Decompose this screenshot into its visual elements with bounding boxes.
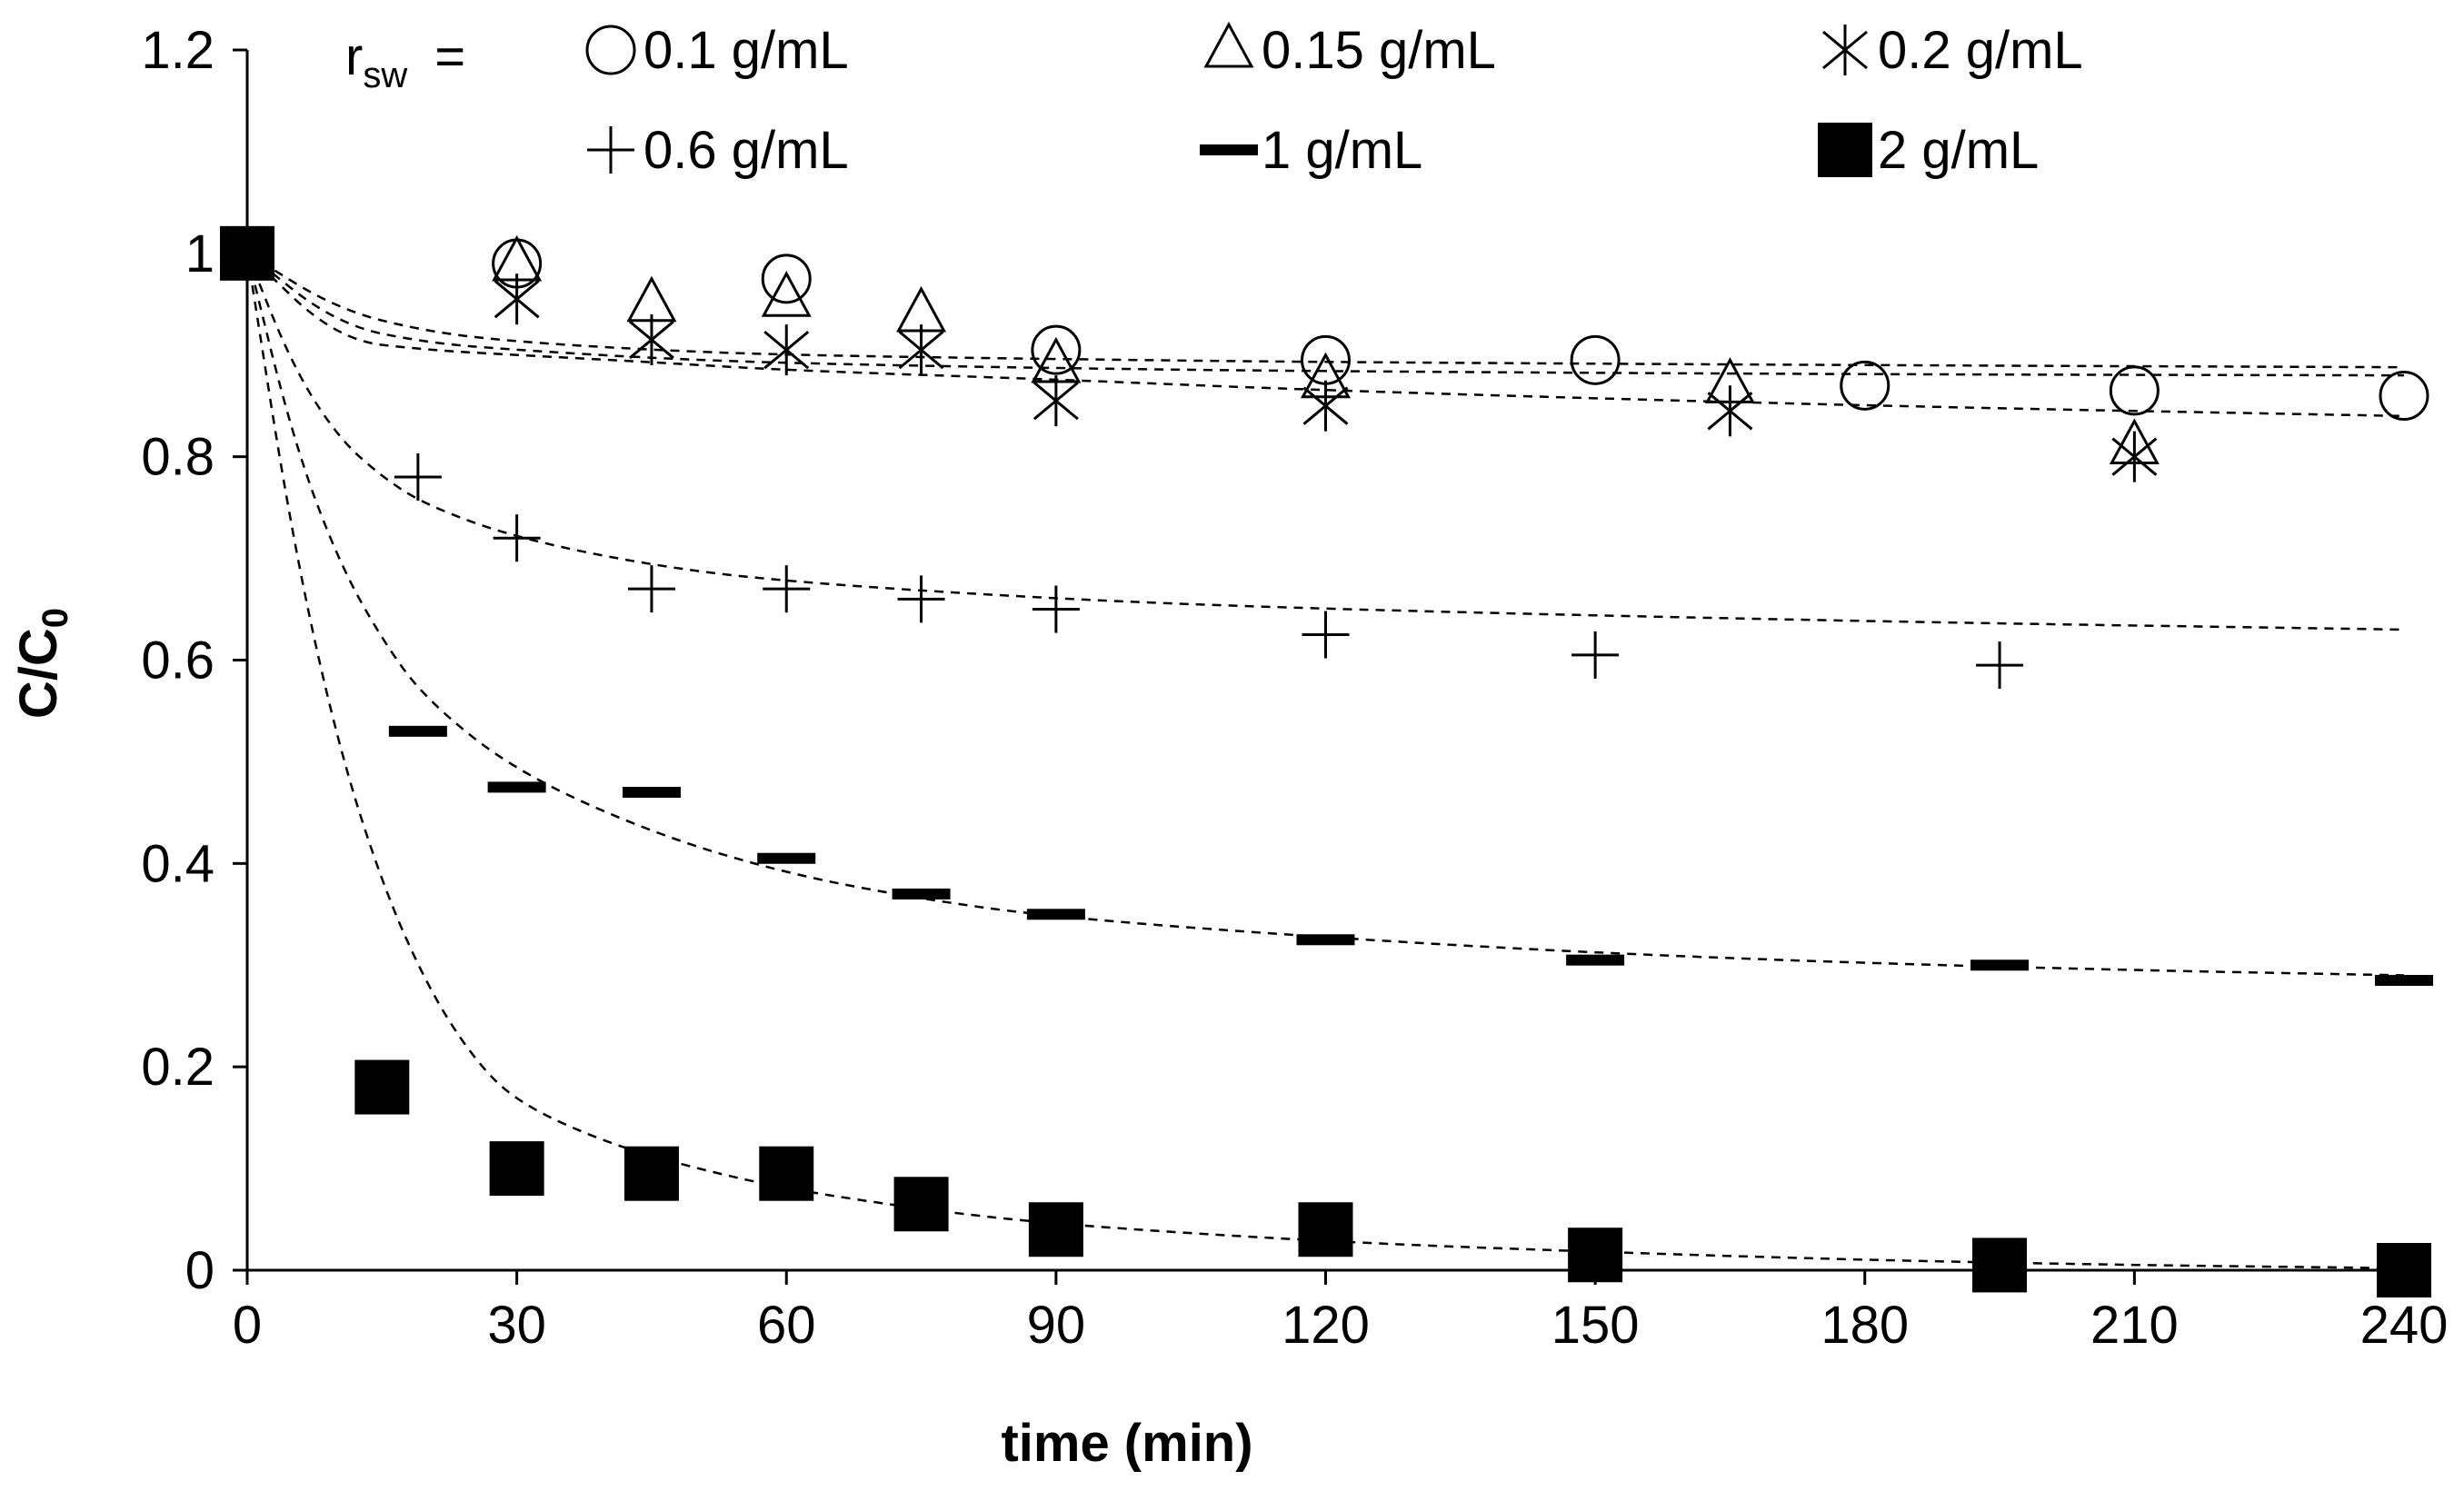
axis-ticks: 0 30 60 90 120 150 180 210 240 0 0.2 0.4 0.6 0.8 1 1.2 (141, 21, 2448, 1355)
point-plus (627, 565, 675, 613)
point-circle (1570, 334, 1621, 385)
legend-label: 0.15 g/mL (1262, 21, 1496, 80)
point-asterisk (1707, 385, 1753, 437)
y-axis-title-sub: 0 (35, 608, 75, 628)
point-dash (487, 781, 546, 793)
point-square (623, 1146, 679, 1201)
y-tick-label: 0.6 (141, 631, 214, 691)
y-axis-title: C/C0 (9, 608, 75, 719)
point-circle (1031, 324, 1082, 375)
y-tick-label: 1.2 (141, 21, 214, 80)
legend-title: rsw = (345, 27, 465, 95)
legend-label: 2 g/mL (1878, 121, 2039, 180)
legend-marker-square (1818, 123, 1872, 177)
x-tick-label: 150 (1551, 1296, 1640, 1355)
y-tick-label: 0.2 (141, 1038, 214, 1097)
legend-label: 0.1 g/mL (643, 21, 849, 80)
point-plus (1976, 641, 2024, 690)
fit-curve-5 (245, 253, 2405, 977)
y-tick-label: 0 (185, 1241, 214, 1300)
x-tick-label: 240 (2360, 1296, 2449, 1355)
point-plus (493, 514, 541, 562)
point-asterisk (898, 324, 944, 376)
point-square (893, 1177, 949, 1232)
point-square (1298, 1202, 1353, 1257)
legend: rsw = 0.1 g/mL 0.15 g/mL 0.2 g/mL 0.6 g/mL 1 … (345, 21, 2083, 180)
x-tick-label: 30 (487, 1296, 546, 1355)
point-dash (2375, 975, 2433, 987)
point-asterisk (628, 313, 674, 365)
legend-marker-circle (585, 25, 636, 75)
y-tick-label: 0.4 (141, 834, 214, 893)
x-tick-label: 90 (1027, 1296, 1086, 1355)
point-square (759, 1146, 814, 1201)
x-tick-label: 0 (233, 1296, 262, 1355)
point-dash (1970, 959, 2030, 971)
x-axis-title: time (min) (1001, 1414, 1252, 1473)
point-circle (1840, 360, 1890, 411)
y-axis-title-main: C/C (9, 628, 68, 719)
point-asterisk (763, 324, 810, 376)
point-triangle (626, 275, 677, 323)
point-dash (1296, 934, 1355, 946)
point-square (1972, 1238, 2028, 1293)
point-asterisk (2111, 431, 2158, 482)
x-tick-label: 120 (1282, 1296, 1370, 1355)
point-triangle (1031, 336, 1082, 383)
point-circle (2109, 365, 2160, 416)
point-plus (1571, 631, 1620, 679)
point-triangle (761, 271, 812, 317)
point-square (1568, 1228, 1623, 1283)
fit-curves (245, 252, 2405, 1270)
point-dash (892, 888, 951, 900)
y-tick-label: 1 (185, 224, 214, 283)
point-triangle (896, 285, 947, 333)
x-tick-label: 180 (1821, 1296, 1909, 1355)
point-plus (897, 575, 945, 623)
point-square (1028, 1202, 1083, 1257)
y-tick-label: 0.8 (141, 428, 214, 487)
legend-title-eq: = (434, 27, 465, 86)
point-square (489, 1141, 544, 1197)
legend-title-sub: sw (363, 55, 407, 95)
point-asterisk (1302, 380, 1349, 432)
legend-label: 0.2 g/mL (1878, 21, 2083, 80)
legend-marker-dash (1200, 144, 1258, 155)
point-asterisk (494, 273, 540, 325)
point-circle (1301, 334, 1351, 385)
point-square (354, 1059, 410, 1115)
point-square (2377, 1243, 2431, 1297)
fit-curve-3 (246, 252, 2405, 418)
fit-curve-4 (245, 253, 2405, 631)
fit-curve-1 (246, 252, 2405, 369)
point-dash (1026, 909, 1085, 920)
point-circle (2379, 371, 2429, 422)
fit-curve-6 (245, 253, 2405, 1270)
point-dash (388, 725, 447, 737)
data-markers (220, 225, 2433, 1297)
axes (245, 50, 2404, 1272)
legend-marker-plus (587, 126, 634, 174)
point-circle (761, 253, 812, 304)
point-plus (394, 453, 442, 502)
point-square (220, 225, 274, 281)
legend-label: 1 g/mL (1262, 121, 1422, 180)
point-plus (763, 565, 811, 613)
fit-curve-2 (246, 252, 2405, 377)
point-dash (1566, 954, 1625, 966)
point-dash (622, 786, 681, 798)
legend-marker-asterisk (1822, 25, 1868, 75)
point-dash (757, 852, 816, 864)
x-tick-label: 210 (2090, 1296, 2179, 1355)
point-asterisk (1032, 375, 1079, 427)
x-tick-label: 60 (757, 1296, 816, 1355)
point-plus (1302, 611, 1350, 659)
legend-title-main: r (345, 27, 363, 86)
legend-label: 0.6 g/mL (643, 121, 849, 180)
point-plus (1032, 585, 1080, 633)
legend-marker-triangle (1203, 21, 1254, 68)
